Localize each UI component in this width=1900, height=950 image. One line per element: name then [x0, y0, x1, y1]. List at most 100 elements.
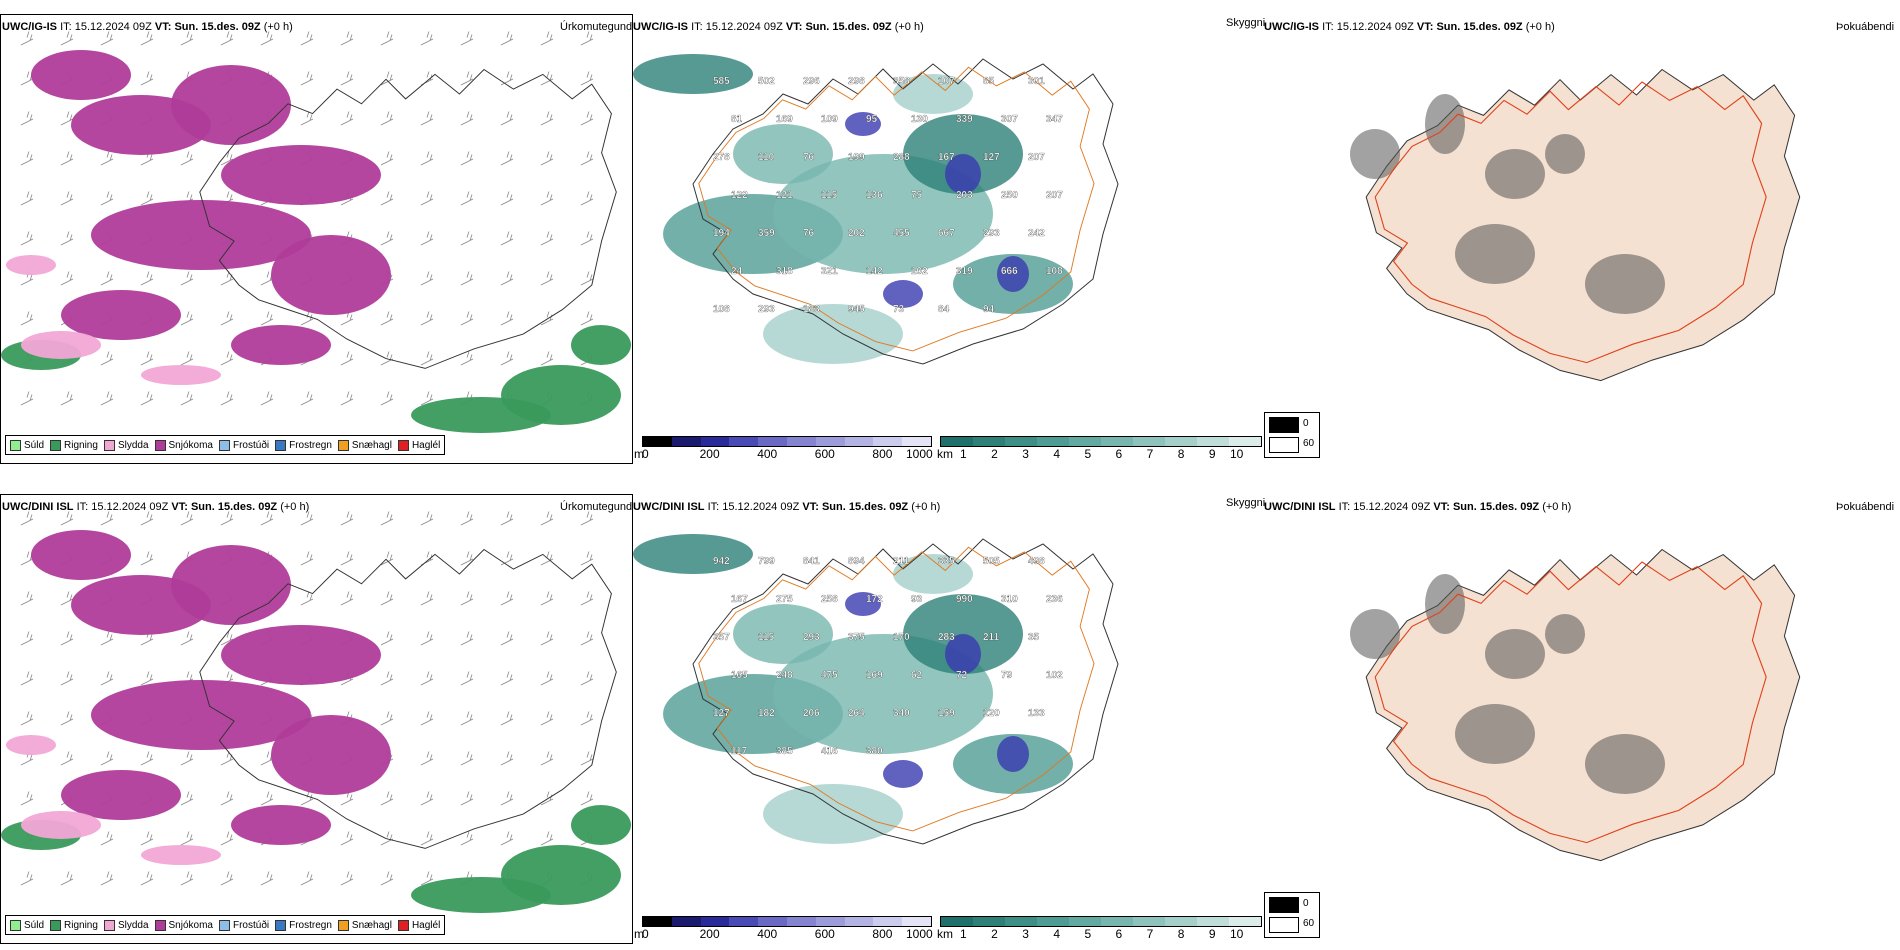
- legend-label: Snjókoma: [168, 919, 213, 931]
- visibility-station-label: 115: [821, 190, 838, 201]
- visibility-station-label: 130: [911, 114, 928, 125]
- visibility-station-label: 498: [1028, 556, 1045, 567]
- model-name: UWC/IG-IS: [2, 21, 57, 33]
- colorbar-tick: 1000: [906, 927, 933, 941]
- visibility-map-top: 585 502 296 298 358 107 85 301 81 169 109 95 130 339 3…: [633, 54, 1119, 365]
- visibility-station-label: 115: [758, 632, 775, 643]
- legend-label: Rigning: [64, 439, 98, 451]
- visibility-station-label: 321: [821, 266, 838, 277]
- visibility-station-label: 358: [893, 76, 910, 87]
- visibility-station-label: 102: [911, 266, 928, 277]
- precip-header-top: UWC/IG-IS IT: 15.12.2024 09Z VT: Sun. 15…: [2, 21, 293, 33]
- colorbar-tick: 1: [960, 927, 967, 941]
- colorbar-tick: 4: [1053, 447, 1061, 461]
- visibility-station-label: 502: [758, 76, 775, 87]
- visibility-station-label: 120: [983, 708, 1000, 719]
- legend-swatch: [218, 919, 230, 931]
- precip-panel-top: Súld Rigning Slydda Snjókoma Frostúði Frostre…: [0, 14, 633, 464]
- fog-header-bottom: UWC/DINI ISL IT: 15.12.2024 09Z VT: Sun.…: [1264, 501, 1572, 513]
- visibility-header-bottom: UWC/DINI ISL IT: 15.12.2024 09Z VT: Sun.…: [633, 501, 941, 513]
- visibility-station-label: 475: [821, 670, 838, 681]
- visibility-station-label: 167: [731, 594, 748, 605]
- visibility-station-label: 110: [758, 152, 775, 163]
- visibility-header-top: UWC/IG-IS IT: 15.12.2024 09Z VT: Sun. 15…: [633, 21, 924, 33]
- visibility-station-label: 385: [776, 746, 793, 757]
- colorbar-tick: 2: [991, 447, 998, 461]
- fog-panel-top: [1265, 34, 1900, 454]
- visibility-station-label: 206: [803, 708, 820, 719]
- colorbar-unit: km: [937, 447, 953, 461]
- fog-header-top: UWC/IG-IS IT: 15.12.2024 09Z VT: Sun. 15…: [1264, 21, 1555, 33]
- visibility-station-label: 127: [983, 152, 1000, 163]
- precip-legend-top: Súld Rigning Slydda Snjókoma Frostúði Frostre…: [5, 435, 446, 455]
- legend-label: Rigning: [64, 919, 98, 931]
- visibility-station-label: 121: [776, 190, 793, 201]
- visibility-station-label: 236: [1046, 594, 1063, 605]
- visibility-station-label: 307: [1001, 114, 1018, 125]
- visibility-station-label: 264: [848, 708, 865, 719]
- colorbar-tick: 5: [1084, 927, 1092, 941]
- visibility-station-label: 799: [758, 556, 775, 567]
- legend-swatch: [103, 439, 115, 451]
- legend-label: Frostúði: [232, 439, 270, 451]
- legend-swatch: [50, 439, 62, 451]
- cloud-colorbar-swatches: [642, 436, 932, 447]
- colorbar-tick: 9: [1208, 927, 1216, 941]
- visibility-station-label: 167: [938, 152, 955, 163]
- visibility-station-label: 35: [1028, 632, 1040, 643]
- visibility-station-label: 894: [848, 556, 865, 567]
- visibility-map-bottom: 942 799 841 894 211 335 505 498 167 275 258 172 93 99…: [633, 534, 1119, 845]
- visibility-station-label: 278: [713, 152, 730, 163]
- colorbar-tick: 9: [1208, 447, 1216, 461]
- legend-label: Haglél: [411, 919, 441, 931]
- colorbar-unit: km: [937, 927, 953, 941]
- legend-item: Slydda: [103, 919, 149, 931]
- visibility-station-label: 183: [803, 304, 820, 315]
- colorbar-unit: m: [634, 927, 644, 941]
- visibility-station-label: 248: [776, 670, 793, 681]
- colorbar-tick: 2: [991, 927, 998, 941]
- visibility-station-label: 122: [731, 190, 748, 201]
- colorbar-tick: 0: [642, 927, 649, 941]
- visibility-station-label: 310: [1001, 594, 1018, 605]
- legend-label: Snæhagl: [351, 439, 392, 451]
- fog-panel-bottom: [1265, 514, 1900, 934]
- legend-swatch: [397, 439, 409, 451]
- visibility-station-label: 108: [1046, 266, 1063, 277]
- precip-title-bottom: Úrkomutegund: [560, 501, 633, 513]
- visibility-station-label: 169: [866, 670, 883, 681]
- visibility-station-label: 182: [758, 708, 775, 719]
- colorbar-tick: 400: [757, 927, 778, 941]
- fog-title-bottom: Þokuábendi: [1836, 501, 1895, 513]
- visibility-station-label: 24: [731, 266, 743, 277]
- visibility-station-label: 945: [848, 304, 865, 315]
- colorbar-tick: 200: [699, 447, 720, 461]
- legend-swatch: [50, 919, 62, 931]
- legend-label: Slydda: [117, 439, 149, 451]
- visibility-station-label: 169: [776, 114, 793, 125]
- legend-swatch: [275, 439, 287, 451]
- visibility-station-label: 203: [956, 190, 973, 201]
- visibility-station-label: 75: [911, 190, 923, 201]
- visibility-station-label: 347: [1046, 114, 1063, 125]
- precip-map-bottom: [1, 511, 631, 913]
- visibility-station-label: 72: [956, 670, 968, 681]
- colorbar-unit: m: [634, 447, 644, 461]
- visibility-station-label: 242: [1028, 228, 1045, 239]
- colorbar-tick: 4: [1053, 927, 1061, 941]
- colorbar-tick: 1000: [906, 447, 933, 461]
- visibility-station-label: 84: [938, 304, 950, 315]
- visibility-station-label: 81: [731, 114, 743, 125]
- precip-title-top: Úrkomutegund: [560, 21, 633, 33]
- visibility-station-label: 62: [911, 670, 923, 681]
- visibility-station-label: 117: [731, 746, 748, 757]
- colorbar-tick: 1: [960, 447, 967, 461]
- visibility-station-label: 93: [911, 594, 923, 605]
- legend-swatch: [397, 919, 409, 931]
- legend-label: Frostúði: [232, 919, 270, 931]
- legend-label: Haglél: [411, 439, 441, 451]
- legend-label: Súld: [24, 439, 45, 451]
- legend-item: Snjókoma: [154, 439, 213, 451]
- legend-swatch: [10, 439, 21, 451]
- legend-label: Snjókoma: [168, 439, 213, 451]
